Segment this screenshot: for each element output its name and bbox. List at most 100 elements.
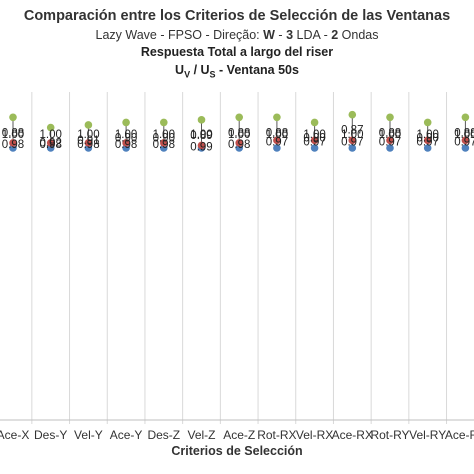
data-label-series-2: 0.98: [40, 139, 62, 151]
subtitle3-u: U: [175, 63, 185, 77]
point-series-3: [46, 123, 55, 132]
data-label-series-2: 0.99: [190, 141, 212, 153]
point-series-2: [423, 136, 432, 145]
subtitle-direction: W: [263, 28, 275, 42]
x-tick-label: Vel-Y: [74, 428, 103, 442]
chart-subtitle: Lazy Wave - FPSO - Direção: W - 3 LDA - …: [0, 28, 474, 42]
data-label-series-1: 1.00: [303, 129, 325, 141]
chart-subtitle-3: UV / US - Ventana 50s: [0, 63, 474, 80]
point-series-2: [46, 139, 55, 147]
point-series-3: [9, 113, 17, 122]
x-tick-label: Des-Z: [147, 428, 180, 442]
data-label-series-1: 1.00: [228, 129, 250, 141]
data-label-series-1: 1.00: [153, 129, 175, 141]
x-axis-title: Criterios de Selección: [171, 444, 303, 458]
x-tick-label: Ace-Y: [110, 428, 143, 442]
subtitle-lda: LDA -: [293, 28, 332, 42]
data-label-series-2: 0.97: [379, 136, 401, 148]
subtitle3-sub-s: S: [209, 69, 216, 80]
point-series-3: [84, 121, 93, 129]
x-tick-label: Ace-RX: [332, 428, 373, 442]
data-label-series-3: 0.88: [454, 127, 474, 139]
data-label-series-2: 0.98: [2, 139, 24, 151]
point-series-3: [348, 110, 357, 119]
x-tick-label: Vel-RY: [409, 428, 446, 442]
point-series-1: [386, 144, 394, 152]
point-series-3: [122, 118, 130, 127]
x-tick-label: Rot-RX: [257, 428, 296, 442]
x-tick-label: Ace-Z: [223, 428, 255, 442]
point-series-3: [235, 113, 243, 122]
data-label-series-3: 0.92: [40, 138, 62, 150]
point-series-1: [273, 144, 281, 152]
point-series-3: [386, 113, 394, 122]
subtitle-ondas: Ondas: [338, 28, 379, 42]
data-label-series-1: 1.00: [190, 129, 212, 141]
point-series-2: [122, 139, 130, 147]
point-series-3: [461, 113, 470, 122]
point-series-2: [386, 136, 394, 145]
data-label-series-3: 0.90: [303, 132, 325, 144]
data-label-series-2: 0.97: [454, 136, 474, 148]
data-label-series-2: 0.97: [417, 136, 439, 148]
data-label-series-2: 0.97: [266, 136, 288, 148]
data-label-series-3: 0.90: [153, 132, 175, 144]
point-series-2: [160, 139, 168, 147]
data-label-series-1: 1.00: [266, 129, 288, 141]
point-series-1: [461, 144, 470, 152]
data-label-series-2: 0.98: [228, 139, 250, 151]
subtitle3-mid: / U: [190, 63, 210, 77]
data-label-series-1: 1.00: [454, 129, 474, 141]
chart-subtitle-2: Respuesta Total a largo del riser: [140, 45, 334, 59]
x-tick-label: Rot-RY: [370, 428, 409, 442]
data-label-series-3: 0.87: [341, 125, 363, 137]
data-label-series-3: 0.90: [417, 132, 439, 144]
x-tick-label: Ace-RY: [445, 428, 474, 442]
point-series-2: [9, 139, 17, 147]
data-label-series-1: 1.00: [77, 129, 99, 141]
point-series-2: [84, 139, 93, 147]
x-tick-label: Ace-X: [0, 428, 29, 442]
data-label-series-1: 1.00: [417, 129, 439, 141]
data-label-series-3: 0.89: [190, 130, 212, 142]
point-series-3: [423, 118, 432, 127]
data-label-series-3: 0.88: [379, 127, 401, 139]
point-series-1: [348, 144, 357, 152]
point-series-3: [310, 118, 319, 127]
data-label-series-1: 1.00: [379, 129, 401, 141]
subtitle3-sub-v: V: [184, 69, 191, 80]
subtitle3-rest: - Ventana 50s: [215, 63, 299, 77]
data-label-series-3: 0.88: [2, 127, 24, 139]
data-label-series-1: 1.00: [2, 129, 24, 141]
x-tick-label: Vel-Z: [187, 428, 215, 442]
data-label-series-1: 1.00: [115, 129, 137, 141]
point-series-2: [235, 139, 243, 147]
point-series-2: [273, 136, 281, 145]
point-series-2: [348, 136, 357, 145]
chart-title: Comparación entre los Criterios de Selec…: [23, 8, 451, 24]
data-label-series-2: 0.98: [153, 139, 175, 151]
data-label-series-2: 0.97: [303, 136, 325, 148]
x-tick-label: Des-Y: [34, 428, 67, 442]
subtitle-sep: -: [274, 28, 287, 42]
data-label-series-1: 1.00: [341, 129, 363, 141]
subtitle-text: Lazy Wave - FPSO - Direção:: [95, 28, 264, 42]
data-label-series-3: 0.88: [266, 127, 288, 139]
point-series-2: [310, 136, 319, 145]
data-label-series-3: 0.90: [115, 132, 137, 144]
point-series-1: [310, 144, 319, 152]
point-series-2: [461, 136, 470, 145]
point-series-1: [423, 144, 432, 152]
data-label-series-3: 0.91: [77, 135, 99, 147]
point-series-2: [197, 141, 206, 150]
point-series-3: [273, 113, 281, 122]
point-series-3: [197, 116, 206, 124]
x-tick-label: Vel-RX: [296, 428, 333, 442]
data-label-series-2: 0.97: [341, 136, 363, 148]
data-label-series-1: 1.00: [40, 129, 62, 141]
point-series-3: [160, 118, 168, 127]
subtitle-lda-number: 3: [286, 28, 294, 42]
data-label-series-2: 0.98: [77, 139, 99, 151]
